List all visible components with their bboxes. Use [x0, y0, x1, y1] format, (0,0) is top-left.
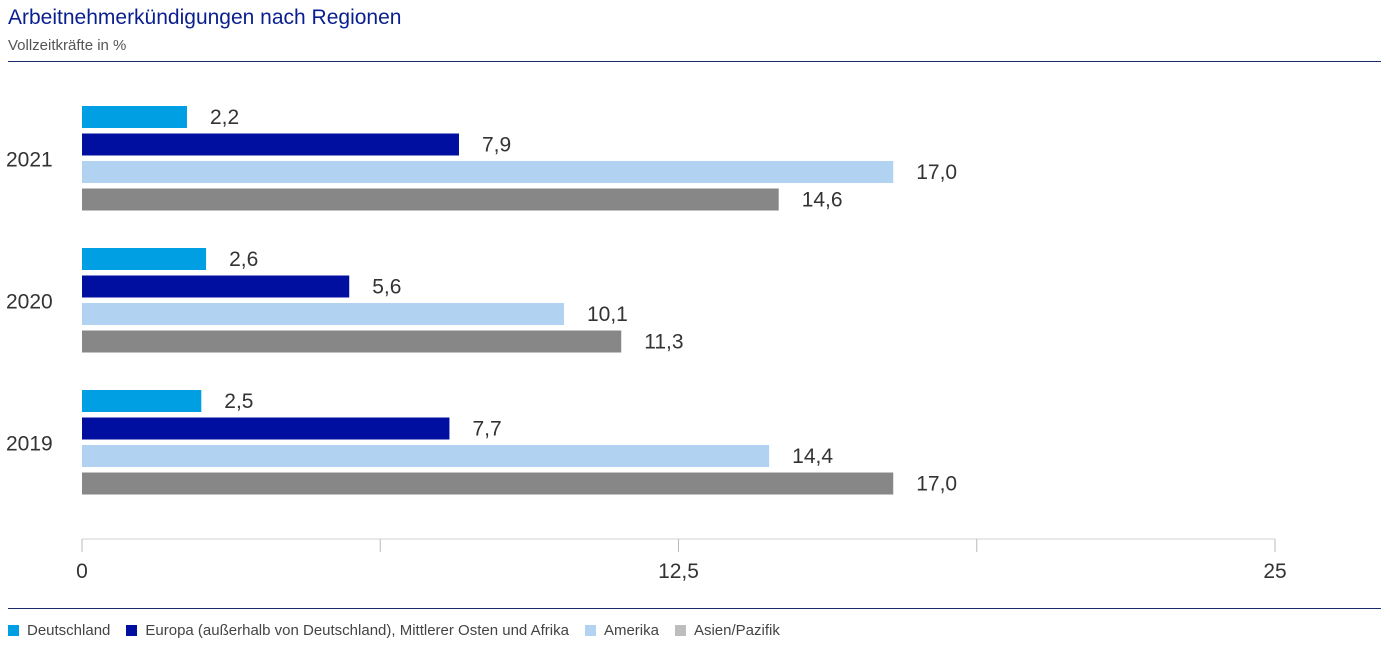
data-label-2019-1: 7,7	[472, 418, 501, 441]
bar-2020-0	[82, 248, 207, 270]
data-label-2020-1: 5,6	[372, 276, 401, 299]
legend-item-0: Deutschland	[8, 622, 110, 639]
data-label-2021-2: 17,0	[916, 161, 957, 184]
chart-subtitle: Vollzeitkräfte in %	[8, 37, 127, 54]
legend-label-1: Europa (außerhalb von Deutschland), Mitt…	[145, 622, 569, 639]
legend-label-2: Amerika	[603, 622, 659, 639]
legend-item-3: Asien/Pazifik	[674, 622, 780, 639]
data-label-2020-0: 2,6	[229, 248, 258, 271]
legend-item-2: Amerika	[584, 622, 659, 639]
bar-2021-0	[82, 106, 187, 128]
legend-item-1: Europa (außerhalb von Deutschland), Mitt…	[126, 622, 569, 639]
bar-2020-3	[82, 330, 622, 353]
bar-2019-3	[82, 472, 894, 495]
data-label-2021-1: 7,9	[482, 134, 511, 157]
top-divider	[8, 61, 1381, 62]
bar-2021-2	[82, 161, 894, 183]
data-label-2021-3: 14,6	[802, 189, 843, 212]
data-label-2020-2: 10,1	[587, 303, 628, 326]
data-label-2019-0: 2,5	[224, 390, 253, 413]
legend-swatch-0	[8, 625, 19, 636]
legend-swatch-1	[126, 625, 138, 636]
bar-2019-1	[82, 417, 450, 440]
x-tick-label-1: 12,5	[658, 560, 699, 583]
bar-2021-1	[82, 133, 459, 156]
category-label-2019: 2019	[6, 432, 53, 455]
data-label-2021-0: 2,2	[210, 106, 239, 129]
legend-swatch-3	[674, 625, 686, 636]
data-label-2019-2: 14,4	[792, 445, 833, 468]
bottom-divider	[8, 608, 1381, 609]
bar-2019-0	[82, 390, 202, 412]
legend-swatch-2	[584, 625, 596, 636]
chart-title: Arbeitnehmerkündigungen nach Regionen	[8, 6, 402, 29]
x-tick-label-2: 25	[1263, 560, 1286, 583]
legend-label-0: Deutschland	[27, 622, 111, 639]
legend: Deutschland Europa (außerhalb von Deutsch…	[8, 622, 796, 639]
category-label-2020: 2020	[6, 290, 53, 313]
bar-2019-2	[82, 445, 770, 467]
bar-2020-1	[82, 275, 350, 298]
legend-label-3: Asien/Pazifik	[693, 622, 780, 639]
bar-chart: 2021 2,2 7,9 17,0 14,6 2020 2,6 5,6 10,1 11,3 2019…	[6, 106, 1287, 583]
category-label-2021: 2021	[6, 148, 53, 171]
bar-2020-2	[82, 303, 564, 325]
x-tick-label-0: 0	[76, 560, 88, 583]
bar-2021-3	[82, 188, 779, 211]
data-label-2020-3: 11,3	[644, 331, 683, 354]
data-label-2019-3: 17,0	[916, 473, 957, 496]
